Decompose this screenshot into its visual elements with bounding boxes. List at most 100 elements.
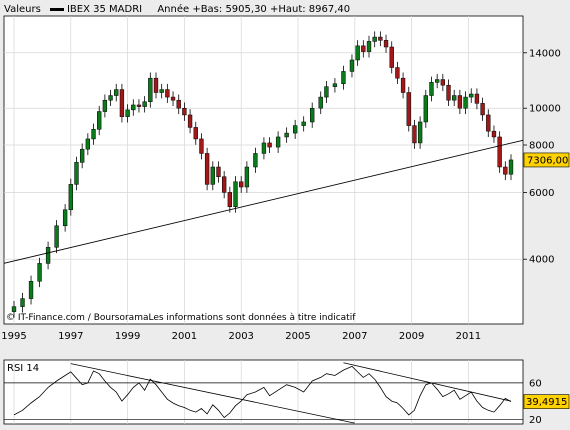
x-tick-label: 1999 xyxy=(115,331,140,342)
candle-body xyxy=(193,127,198,140)
x-tick-label: 2003 xyxy=(228,331,253,342)
candle-body xyxy=(361,45,366,52)
x-tick-label: 2011 xyxy=(456,331,481,342)
candle-body xyxy=(159,89,164,93)
candle-body xyxy=(267,142,272,148)
x-tick-label: 2009 xyxy=(399,331,424,342)
rsi-plot-area xyxy=(3,359,524,425)
rsi-tick-label: 20 xyxy=(529,415,542,426)
candle-body xyxy=(423,95,428,123)
candle-body xyxy=(153,77,159,93)
candle-body xyxy=(275,136,281,148)
candle-body xyxy=(440,79,446,86)
section-label: Valeurs xyxy=(4,4,41,15)
candle-body xyxy=(318,96,323,109)
candle-body xyxy=(216,166,221,177)
x-tick-label: 1995 xyxy=(1,331,26,342)
legend-line-icon xyxy=(49,7,64,11)
candle-body xyxy=(469,93,474,98)
candle-body xyxy=(446,84,451,101)
candle-body xyxy=(233,181,238,207)
candle-body xyxy=(349,59,355,72)
rsi-title: RSI 14 xyxy=(7,363,39,374)
candle-body xyxy=(11,306,17,312)
candle-body xyxy=(457,95,463,109)
candle-body xyxy=(497,136,502,168)
candle-body xyxy=(108,95,113,101)
price-plot-area xyxy=(3,15,524,325)
candle-body xyxy=(210,166,215,185)
candle-body xyxy=(429,82,434,96)
candle-body xyxy=(491,130,497,138)
candle-body xyxy=(85,138,91,150)
x-tick-label: 1997 xyxy=(58,331,83,342)
candle-body xyxy=(378,36,383,41)
candle-body xyxy=(199,138,204,154)
year-stats: Année +Bas: 5905,30 +Haut: 8967,40 xyxy=(157,4,351,15)
y-tick-label: 8000 xyxy=(529,140,554,151)
rsi-value-tag xyxy=(523,394,570,409)
candle-body xyxy=(148,77,153,103)
candle-body xyxy=(474,93,480,104)
last-price-tag xyxy=(523,152,570,168)
candle-body xyxy=(389,46,394,68)
candle-body xyxy=(20,298,25,307)
candle-body xyxy=(170,96,176,101)
candle-body xyxy=(97,111,102,130)
candle-body xyxy=(62,209,68,227)
candle-body xyxy=(131,104,136,111)
rsi-line xyxy=(13,365,512,419)
candle-body xyxy=(182,107,187,116)
candle-body xyxy=(187,114,193,128)
y-tick-label: 6000 xyxy=(529,188,554,199)
candle-body xyxy=(261,142,267,154)
rsi-value-label: 39,4915 xyxy=(526,397,567,408)
rsi-trend-line xyxy=(70,363,355,424)
copyright-note: © IT-Finance.com / BoursoramaLes informa… xyxy=(6,312,356,323)
candle-body xyxy=(503,166,508,175)
candle-body xyxy=(412,125,417,144)
candle-body xyxy=(125,109,130,117)
candle-body xyxy=(136,104,142,107)
candle-body xyxy=(54,225,59,248)
y-tick-label: 10000 xyxy=(529,104,561,115)
candle-body xyxy=(68,184,73,211)
candle-body xyxy=(332,83,338,87)
y-tick-label: 4000 xyxy=(529,255,554,266)
candle-body xyxy=(324,86,329,98)
candle-body xyxy=(119,89,125,117)
candle-body xyxy=(28,280,34,299)
candle-body xyxy=(204,153,210,185)
candle-body xyxy=(355,45,360,61)
x-tick-label: 2007 xyxy=(342,331,367,342)
rsi-trend-line xyxy=(343,362,512,402)
candle-body xyxy=(176,99,181,109)
candle-body xyxy=(114,89,119,96)
candle-body xyxy=(301,121,306,126)
candle-body xyxy=(165,89,170,98)
candle-body xyxy=(463,96,468,109)
candle-body xyxy=(508,159,514,175)
rsi-tick-label: 60 xyxy=(529,378,542,389)
y-tick-label: 14000 xyxy=(529,48,561,59)
last-price-label: 7306,00 xyxy=(527,155,568,166)
candle-body xyxy=(91,129,96,140)
candle-body xyxy=(284,132,289,138)
candle-body xyxy=(79,148,85,163)
candle-body xyxy=(400,77,406,93)
candle-body xyxy=(310,107,315,123)
candle-body xyxy=(417,121,423,144)
chart-header: Valeurs IBEX 35 MADRI Année +Bas: 5905,3… xyxy=(4,4,356,15)
candle-body xyxy=(142,101,147,107)
legend-entry: IBEX 35 MADRI xyxy=(49,4,148,15)
trend-line xyxy=(3,139,524,264)
candle-body xyxy=(292,125,298,134)
x-tick-label: 2001 xyxy=(172,331,197,342)
candle-body xyxy=(395,67,400,79)
candle-body xyxy=(244,166,250,188)
instrument-name: IBEX 35 MADRI xyxy=(66,4,143,15)
candle-body xyxy=(102,99,108,112)
candle-body xyxy=(227,192,233,207)
